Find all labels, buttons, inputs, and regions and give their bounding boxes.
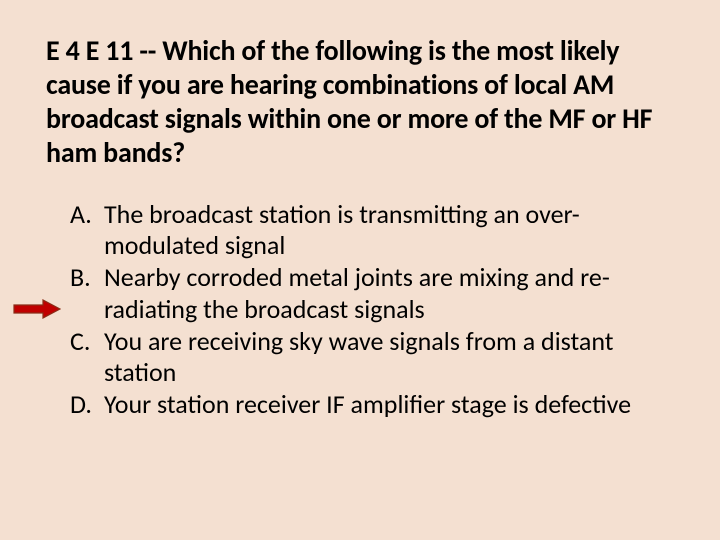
answer-text: Your station receiver IF amplifier stage…	[104, 389, 674, 421]
answer-list: A. The broadcast station is transmitting…	[46, 199, 674, 421]
answer-letter: A.	[70, 199, 104, 262]
answer-text: Nearby corroded metal joints are mixing …	[104, 262, 674, 325]
answer-letter: C.	[70, 326, 104, 389]
question-text: E 4 E 11 -- Which of the following is th…	[46, 34, 674, 171]
answer-letter: D.	[70, 389, 104, 421]
answer-option: B. Nearby corroded metal joints are mixi…	[70, 262, 674, 325]
answer-text: The broadcast station is transmitting an…	[104, 199, 674, 262]
answer-option: A. The broadcast station is transmitting…	[70, 199, 674, 262]
arrow-shape	[14, 300, 60, 318]
answer-text: You are receiving sky wave signals from …	[104, 326, 674, 389]
answer-option: D. Your station receiver IF amplifier st…	[70, 389, 674, 421]
answer-option: C. You are receiving sky wave signals fr…	[70, 326, 674, 389]
correct-answer-arrow-icon	[13, 299, 61, 324]
answer-letter: B.	[70, 262, 104, 325]
